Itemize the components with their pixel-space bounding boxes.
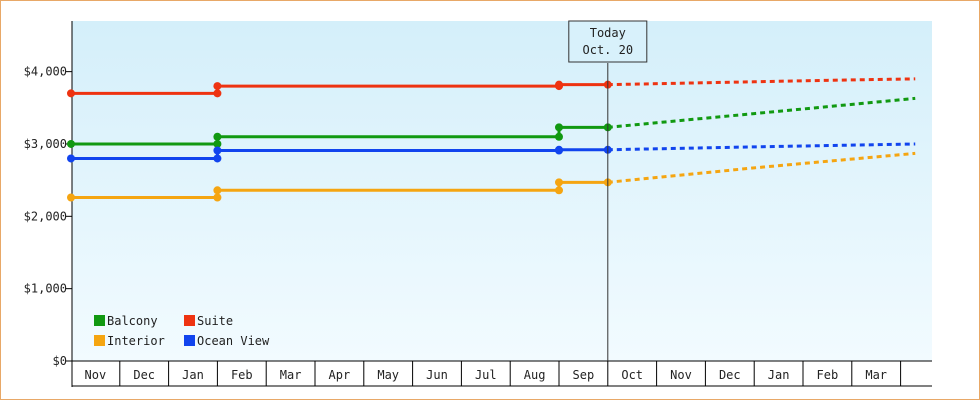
data-point-interior	[555, 178, 563, 187]
data-point-balcony	[555, 132, 563, 141]
x-tick-label: Jun	[426, 368, 448, 382]
data-point-suite	[213, 89, 222, 98]
legend-swatch-balcony	[94, 315, 105, 326]
x-tick-label: Jul	[475, 368, 497, 382]
data-point-suite	[67, 89, 75, 98]
forecast-line-balcony	[607, 96, 916, 129]
x-tick-label: Nov	[85, 368, 107, 382]
data-point-suite	[555, 80, 563, 89]
x-tick-label: Jan	[768, 368, 790, 382]
forecast-line-ocean-view	[607, 142, 916, 152]
data-point-ocean-view	[67, 154, 75, 163]
forecast-line-interior	[607, 151, 916, 184]
legend-label-balcony: Balcony	[107, 314, 158, 328]
legend-swatch-interior	[94, 335, 105, 346]
series-lines	[67, 77, 916, 202]
data-point-ocean-view	[213, 146, 222, 155]
data-point-suite	[213, 82, 222, 91]
x-tick-label: Apr	[329, 368, 351, 382]
today-marker: Today Oct. 20	[568, 20, 648, 361]
x-tick-label: Sep	[573, 368, 595, 382]
series-line-interior	[71, 180, 608, 200]
series-line-suite	[71, 83, 608, 95]
data-point-interior	[67, 193, 75, 202]
x-tick-label: Oct	[621, 368, 643, 382]
today-label: Today	[590, 26, 626, 40]
x-tick-label: Nov	[670, 368, 692, 382]
y-tick-label: $4,000	[24, 65, 67, 79]
data-point-ocean-view	[555, 145, 563, 154]
legend-label-interior: Interior	[107, 334, 165, 348]
y-tick-label: $3,000	[24, 137, 67, 151]
legend-label-ocean-view: Ocean View	[197, 334, 270, 348]
x-tick-label: Mar	[280, 368, 302, 382]
x-tick-label: Aug	[524, 368, 546, 382]
data-point-balcony	[213, 139, 222, 148]
x-tick-label: Jan	[182, 368, 204, 382]
x-tick-label: Mar	[865, 368, 887, 382]
data-point-interior	[213, 193, 222, 202]
y-tick-label: $2,000	[24, 209, 67, 223]
y-tick-label: $0	[53, 354, 67, 368]
x-tick-label: May	[377, 368, 399, 382]
x-tick-label: Feb	[817, 368, 839, 382]
legend-label-suite: Suite	[197, 314, 233, 328]
series-line-ocean-view	[71, 148, 608, 160]
data-point-interior	[213, 186, 222, 195]
legend: Balcony Suite Interior Ocean View	[94, 314, 270, 348]
legend-swatch-suite	[184, 315, 195, 326]
x-tick-label: Dec	[719, 368, 741, 382]
data-point-interior	[555, 186, 563, 195]
data-point-balcony	[67, 139, 75, 148]
axes: $0 $1,000 $2,000 $3,000 $4,000 Nov Dec Jan Feb Ma…	[24, 21, 932, 387]
forecast-line-suite	[607, 77, 916, 87]
x-tick-label: Dec	[133, 368, 155, 382]
today-date: Oct. 20	[583, 43, 634, 57]
data-point-ocean-view	[213, 154, 222, 163]
data-point-balcony	[213, 132, 222, 141]
data-point-balcony	[555, 123, 563, 132]
y-tick-label: $1,000	[24, 282, 67, 296]
legend-swatch-ocean-view	[184, 335, 195, 346]
x-tick-label: Feb	[231, 368, 253, 382]
series-line-balcony	[71, 125, 608, 146]
today-box	[568, 20, 648, 63]
